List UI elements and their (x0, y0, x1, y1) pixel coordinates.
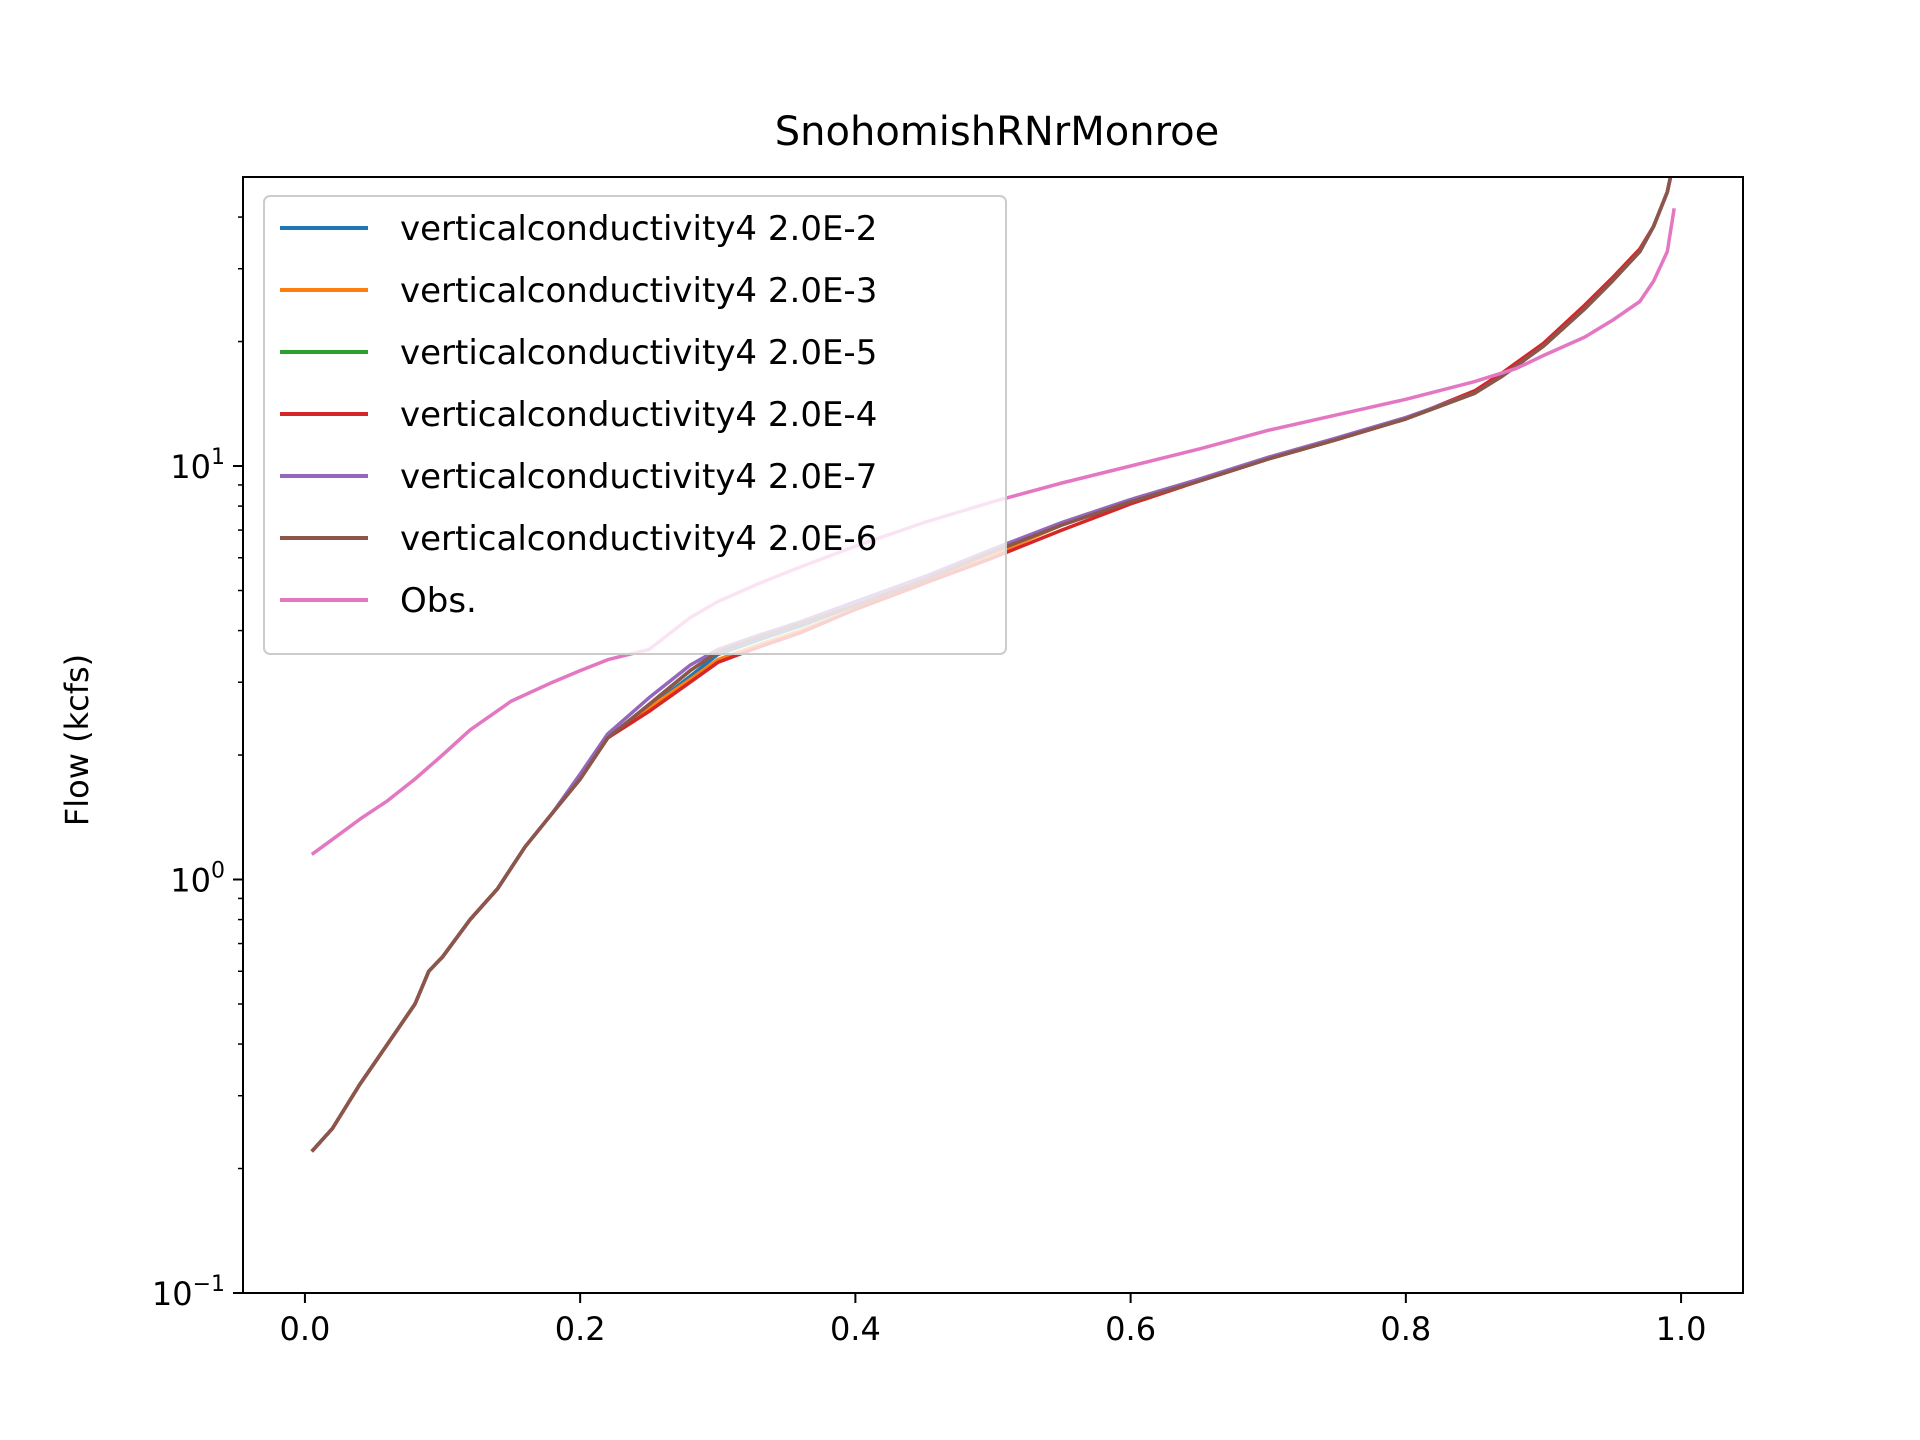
legend-label-1: verticalconductivity4 2.0E-3 (400, 271, 877, 311)
legend-label-4: verticalconductivity4 2.0E-7 (400, 457, 877, 497)
x-tick-label-3: 0.6 (1105, 1310, 1156, 1348)
legend-label-2: verticalconductivity4 2.0E-5 (400, 333, 877, 373)
x-axis: 0.0 0.2 0.4 0.6 0.8 1.0 (279, 1293, 1707, 1348)
legend-label-3: verticalconductivity4 2.0E-4 (400, 395, 877, 435)
legend-frame (263, 195, 1007, 655)
x-tick-label-0: 0.0 (279, 1310, 330, 1348)
legend-label-5: verticalconductivity4 2.0E-6 (400, 519, 877, 559)
y-tick-label-0: 10−1 (152, 1272, 225, 1313)
y-axis-label: Flow (kcfs) (58, 654, 96, 826)
chart-title: SnohomishRNrMonroe (775, 109, 1219, 155)
x-tick-label-2: 0.4 (830, 1310, 881, 1348)
x-tick-label-4: 0.8 (1380, 1310, 1431, 1348)
plot-frame (242, 176, 1744, 1294)
y-tick-label-2: 101 (170, 445, 225, 486)
y-axis: 10−1 100 101 (152, 216, 243, 1313)
legend: verticalconductivity4 2.0E-2 verticalcond… (263, 195, 1007, 655)
x-tick-label-5: 1.0 (1656, 1310, 1707, 1348)
x-tick-label-1: 0.2 (555, 1310, 606, 1348)
legend-label-0: verticalconductivity4 2.0E-2 (400, 209, 877, 249)
legend-label-6: Obs. (400, 581, 477, 621)
y-tick-label-1: 100 (170, 859, 225, 900)
